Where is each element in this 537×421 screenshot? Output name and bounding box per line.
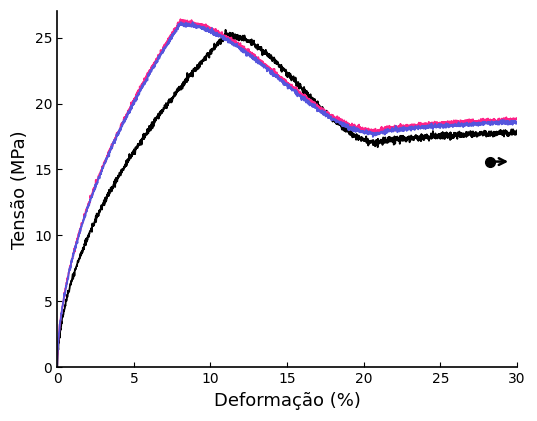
Y-axis label: Tensão (MPa): Tensão (MPa) (11, 130, 29, 249)
X-axis label: Deformação (%): Deformação (%) (214, 392, 360, 410)
